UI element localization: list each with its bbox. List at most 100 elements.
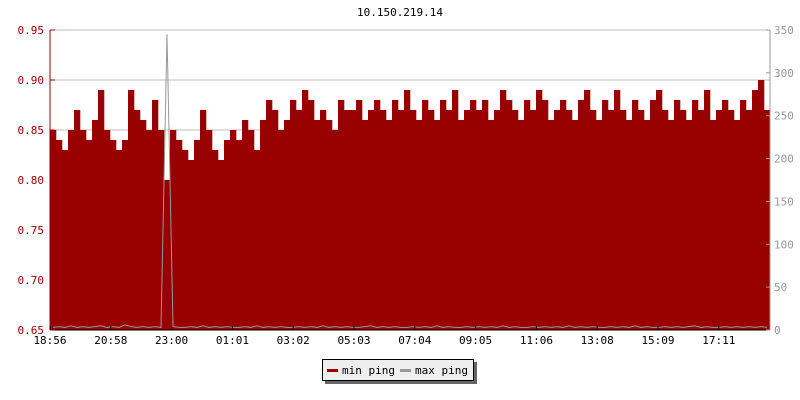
min-ping-bar: [638, 110, 645, 330]
min-ping-bar: [116, 150, 123, 330]
y2-tick-label: 250: [774, 110, 794, 123]
min-ping-bar: [296, 110, 303, 330]
min-ping-bar: [284, 120, 291, 330]
min-ping-bar: [632, 100, 639, 330]
min-ping-bar: [398, 110, 405, 330]
min-ping-bar: [440, 100, 447, 330]
min-ping-bar: [572, 120, 579, 330]
min-ping-bar: [386, 120, 393, 330]
min-ping-bar: [518, 120, 525, 330]
min-ping-bar: [326, 120, 333, 330]
min-ping-bar: [536, 90, 543, 330]
min-ping-bar: [692, 100, 699, 330]
min-ping-bar: [212, 150, 219, 330]
legend-item-max-ping: max ping: [399, 363, 468, 377]
min-ping-bar: [278, 130, 285, 330]
min-ping-bar: [146, 130, 153, 330]
min-ping-bar: [452, 90, 459, 330]
min-ping-bar: [710, 120, 717, 330]
min-ping-bar: [698, 110, 705, 330]
y-tick-label: 0.75: [18, 224, 45, 237]
min-ping-bar: [446, 110, 453, 330]
min-ping-bar: [242, 120, 249, 330]
min-ping-bar: [764, 110, 771, 330]
legend-item-min-ping: min ping: [327, 364, 395, 377]
min-ping-bar: [500, 90, 507, 330]
min-ping-bar: [728, 110, 735, 330]
min-ping-bar: [230, 130, 237, 330]
y2-tick-label: 350: [774, 24, 794, 37]
min-ping-bar: [704, 90, 711, 330]
max-ping-line: [52, 34, 768, 329]
min-ping-bar: [224, 140, 231, 330]
min-ping-bar: [566, 110, 573, 330]
y-tick-label: 0.85: [18, 124, 45, 137]
min-ping-bar: [686, 120, 693, 330]
min-ping-bar: [182, 150, 189, 330]
min-ping-bar: [86, 140, 93, 330]
x-tick-label: 03:02: [277, 334, 310, 347]
min-ping-bar: [404, 90, 411, 330]
min-ping-bar: [680, 110, 687, 330]
min-ping-bar: [752, 90, 759, 330]
min-ping-bar: [332, 130, 339, 330]
min-ping-bar: [68, 130, 75, 330]
min-ping-bar: [380, 110, 387, 330]
min-ping-bar: [320, 110, 327, 330]
min-ping-bar: [422, 100, 429, 330]
min-ping-bar: [434, 120, 441, 330]
legend-label: min ping: [342, 363, 395, 377]
min-ping-bar: [662, 110, 669, 330]
legend-swatch: [327, 368, 338, 372]
x-tick-label: 05:03: [337, 334, 370, 347]
min-ping-bar: [176, 140, 183, 330]
min-ping-bar: [152, 100, 159, 330]
min-ping-bar: [374, 100, 381, 330]
min-ping-bar: [314, 120, 321, 330]
min-ping-bar: [164, 180, 171, 330]
min-ping-bar: [488, 120, 495, 330]
min-ping-bar: [338, 100, 345, 330]
min-ping-bar: [596, 120, 603, 330]
min-ping-bar: [578, 100, 585, 330]
x-tick-label: 11:06: [520, 334, 553, 347]
y2-tick-label: 150: [774, 195, 794, 208]
min-ping-bar: [272, 110, 279, 330]
min-ping-bar: [392, 100, 399, 330]
min-ping-bar: [614, 90, 621, 330]
min-ping-bar: [362, 120, 369, 330]
min-ping-bar: [158, 130, 165, 330]
legend-swatch: [399, 368, 411, 372]
min-ping-bar: [302, 90, 309, 330]
min-ping-bar: [716, 110, 723, 330]
min-ping-bar: [674, 100, 681, 330]
y2-tick-label: 200: [774, 153, 794, 166]
min-ping-bar: [308, 100, 315, 330]
min-ping-bar: [218, 160, 225, 330]
min-ping-bar: [236, 140, 243, 330]
min-ping-bar: [128, 90, 135, 330]
min-ping-bar: [476, 110, 483, 330]
y2-tick-label: 50: [774, 281, 787, 294]
min-ping-bar: [410, 110, 417, 330]
x-tick-label: 17:11: [702, 334, 735, 347]
y-tick-label: 0.65: [18, 324, 45, 337]
min-ping-bar: [56, 140, 63, 330]
min-ping-bar: [134, 110, 141, 330]
min-ping-bar: [104, 130, 111, 330]
min-ping-bar: [656, 90, 663, 330]
min-ping-bar: [668, 120, 675, 330]
min-ping-bar: [200, 110, 207, 330]
min-ping-bar: [260, 120, 267, 330]
min-ping-bar: [524, 100, 531, 330]
y-tick-label: 0.70: [18, 274, 45, 287]
y-tick-label: 0.90: [18, 74, 45, 87]
min-ping-bar: [584, 90, 591, 330]
x-tick-label: 01:01: [216, 334, 249, 347]
y2-tick-label: 0: [774, 324, 781, 337]
min-ping-bar: [80, 130, 87, 330]
min-ping-bar: [206, 130, 213, 330]
min-ping-bar: [512, 110, 519, 330]
legend-label: max ping: [414, 363, 468, 377]
min-ping-bar: [560, 100, 567, 330]
